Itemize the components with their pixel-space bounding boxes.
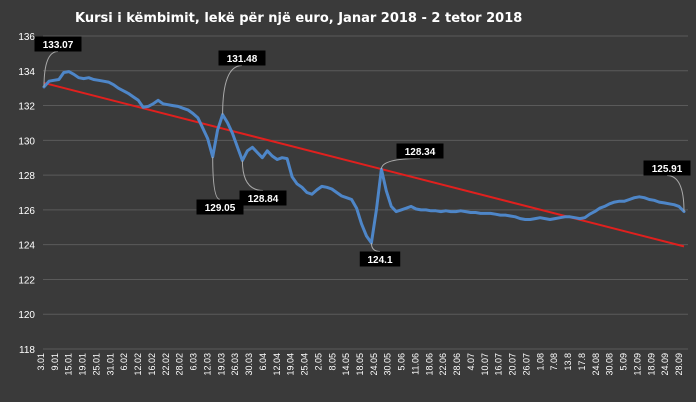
y-tick-label: 136 (18, 32, 35, 43)
data-callout: 129.05 (196, 156, 244, 215)
x-tick-label: 8.05 (327, 353, 337, 371)
data-label: 131.48 (227, 54, 258, 65)
data-label: 125.91 (652, 164, 683, 175)
x-tick-label: 6.03 (189, 353, 199, 371)
callout-box (218, 50, 266, 66)
x-tick-label: 6.04 (258, 353, 268, 371)
x-tick-label: 5.06 (397, 353, 407, 371)
x-tick-label: 14.05 (341, 353, 351, 376)
x-tick-label: 4.07 (466, 353, 476, 371)
data-callout: 128.34 (380, 143, 444, 170)
series-layer (42, 70, 686, 248)
data-label: 129.05 (205, 203, 236, 214)
data-callout: 124.1 (359, 242, 401, 267)
data-callout: 125.91 (643, 160, 691, 212)
x-tick-label: 12.04 (272, 353, 282, 376)
x-tick-label: 1.08 (535, 353, 545, 371)
x-tick-label: 22.06 (438, 353, 448, 376)
x-tick-label: 10.07 (480, 353, 490, 376)
x-tick-label: 28.02 (175, 353, 185, 376)
x-tick-label: 3.01 (36, 353, 46, 371)
data-label: 128.34 (405, 147, 436, 158)
x-tick-label: 28.06 (452, 353, 462, 376)
x-tick-label: 2.05 (313, 353, 323, 371)
x-tick-label: 18.06 (424, 353, 434, 376)
x-tick-label: 25.01 (91, 353, 101, 376)
y-tick-label: 120 (18, 310, 35, 321)
x-tick-label: 30.08 (605, 353, 615, 376)
callout-leader (370, 242, 381, 252)
data-callout: 133.07 (34, 36, 82, 87)
callout-box (239, 190, 287, 206)
x-tick-label: 19.03 (216, 353, 226, 376)
y-tick-label: 128 (18, 171, 35, 182)
data-label: 128.84 (248, 194, 279, 205)
exchange-rate-line (42, 70, 686, 245)
data-callout: 128.84 (239, 160, 287, 206)
x-tick-label: 28.09 (674, 353, 684, 376)
x-tick-label: 18.05 (355, 353, 365, 376)
x-tick-label: 24.05 (369, 353, 379, 376)
x-tick-label: 12.09 (632, 353, 642, 376)
y-tick-label: 134 (18, 67, 35, 78)
x-tick-label: 25.04 (300, 353, 310, 376)
x-tick-label: 5.09 (619, 353, 629, 371)
callout-box (643, 160, 691, 176)
chart-title: Kursi i këmbimit, lekë për një euro, Jan… (75, 11, 522, 26)
callout-leader (241, 160, 264, 191)
x-tick-label: 9.01 (50, 353, 60, 371)
x-tick-label: 24.08 (591, 353, 601, 376)
x-tick-label: 12.03 (202, 353, 212, 376)
annotation-layer: 133.07 131.48 129.05 128.84 128.34 124.1 125.9… (34, 36, 691, 267)
data-label: 124.1 (367, 255, 392, 266)
x-tick-label: 16.02 (147, 353, 157, 376)
x-tick-label: 16.07 (494, 353, 504, 376)
y-tick-label: 118 (19, 345, 35, 356)
x-tick-label: 22.02 (161, 353, 171, 376)
x-tick-label: 17.8 (577, 353, 587, 371)
callout-box (359, 251, 401, 267)
x-axis-ticks: 3.01 9.01 15.01 19.01 25.01 31.01 6.02 12.02 16.… (36, 353, 684, 376)
x-tick-label: 30.05 (383, 353, 393, 376)
x-tick-label: 7.08 (549, 353, 559, 371)
y-tick-label: 126 (18, 206, 35, 217)
grid (43, 35, 688, 350)
y-tick-label: 132 (18, 102, 35, 113)
callout-leader (666, 175, 685, 212)
x-tick-label: 30.03 (244, 353, 254, 376)
x-tick-label: 20.07 (508, 353, 518, 376)
x-tick-label: 13.8 (563, 353, 573, 371)
callout-leader (212, 156, 221, 200)
callout-box (396, 143, 444, 159)
x-tick-label: 15.01 (64, 353, 74, 376)
callout-leader (380, 158, 421, 170)
callout-box (34, 36, 82, 52)
x-tick-label: 31.01 (105, 353, 115, 376)
x-tick-label: 18.09 (646, 353, 656, 376)
callout-box (196, 199, 244, 215)
data-label: 133.07 (43, 40, 74, 51)
data-callout: 131.48 (218, 50, 266, 115)
x-tick-label: 12.02 (133, 353, 143, 376)
x-tick-label: 26.07 (521, 353, 531, 376)
y-tick-label: 122 (18, 275, 35, 286)
x-tick-label: 19.04 (286, 353, 296, 376)
y-tick-label: 124 (18, 241, 35, 252)
y-tick-label: 130 (18, 136, 35, 147)
y-axis-ticks: 118 120 122 124 126 128 130 132 134 136 (18, 32, 35, 356)
x-tick-label: 6.02 (119, 353, 129, 371)
callout-leader (43, 51, 59, 87)
x-tick-label: 11.06 (410, 353, 420, 375)
callout-leader (222, 65, 243, 115)
x-tick-label: 24.09 (660, 353, 670, 376)
x-tick-label: 26.03 (230, 353, 240, 376)
x-tick-label: 19.01 (78, 353, 88, 376)
